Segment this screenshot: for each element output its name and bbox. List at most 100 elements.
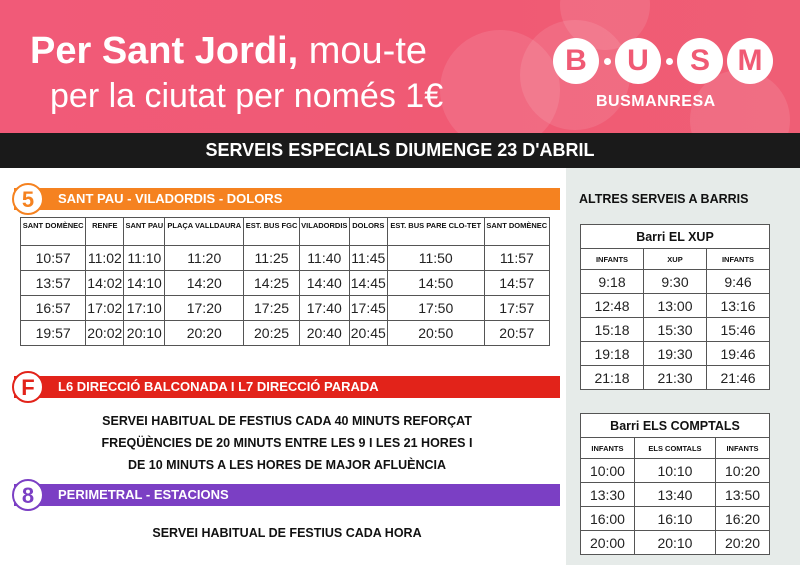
time-cell: 14:50 xyxy=(386,270,485,296)
time-cell: 21:46 xyxy=(706,365,770,390)
time-cell: 17:50 xyxy=(386,295,485,321)
time-cell: 20:20 xyxy=(715,530,770,555)
time-cell: 16:00 xyxy=(580,506,635,531)
time-cell: 20:02 xyxy=(85,320,125,346)
time-cell: 13:16 xyxy=(706,293,770,318)
logo-letter: U xyxy=(615,38,661,84)
table-row: 19:57 20:02 20:10 20:20 20:25 20:40 20:45 20:50… xyxy=(19,320,551,346)
table-row: 10:57 11:02 11:10 11:20 11:25 11:40 11:45 11:50… xyxy=(19,245,551,271)
table-header-row: SANT DOMÈNEC RENFE SANT PAU PLAÇA VALLDA… xyxy=(19,217,551,246)
time-cell: 16:57 xyxy=(19,295,87,321)
column-header: DOLORS xyxy=(348,217,388,246)
table-row: 13:30 13:40 13:50 xyxy=(580,482,770,507)
time-cell: 15:18 xyxy=(580,317,644,342)
time-cell: 14:02 xyxy=(85,270,125,296)
line-5-bar: 5 SANT PAU - VILADORDIS - DOLORS xyxy=(12,183,560,215)
time-cell: 17:40 xyxy=(298,295,350,321)
column-header: SANT DOMÈNEC xyxy=(19,217,87,246)
time-cell: 14:20 xyxy=(164,270,245,296)
logo-subtitle: BUSMANRESA xyxy=(596,93,716,110)
time-cell: 20:20 xyxy=(164,320,245,346)
time-cell: 13:57 xyxy=(19,270,87,296)
column-header: INFANTS xyxy=(580,248,644,270)
table-row: 19:18 19:30 19:46 xyxy=(580,341,770,366)
time-cell: 12:48 xyxy=(580,293,644,318)
time-cell: 16:10 xyxy=(633,506,717,531)
line-f-name: L6 DIRECCIÓ BALCONADA I L7 DIRECCIÓ PARA… xyxy=(58,379,379,394)
time-cell: 19:57 xyxy=(19,320,87,346)
line-8-name: PERIMETRAL - ESTACIONS xyxy=(58,487,229,502)
column-header: SANT DOMÈNEC xyxy=(483,217,551,246)
time-cell: 17:45 xyxy=(348,295,388,321)
time-cell: 20:10 xyxy=(633,530,717,555)
time-cell: 20:57 xyxy=(483,320,551,346)
table-row: 12:48 13:00 13:16 xyxy=(580,293,770,318)
logo-letter: S xyxy=(677,38,723,84)
column-header: PLAÇA VALLDAURA xyxy=(164,217,245,246)
time-cell: 15:30 xyxy=(643,317,707,342)
line-f-badge-icon: F xyxy=(12,371,44,403)
time-cell: 20:40 xyxy=(298,320,350,346)
table-header-row: INFANTS ELS COMTALS INFANTS xyxy=(580,437,770,459)
column-header: ELS COMTALS xyxy=(633,437,717,459)
logo-dot-icon xyxy=(666,58,673,65)
table-row: 21:18 21:30 21:46 xyxy=(580,365,770,390)
time-cell: 20:10 xyxy=(123,320,166,346)
column-header: INFANTS xyxy=(715,437,770,459)
table-row: 15:18 15:30 15:46 xyxy=(580,317,770,342)
time-cell: 17:10 xyxy=(123,295,166,321)
time-cell: 9:18 xyxy=(580,269,644,294)
time-cell: 11:02 xyxy=(85,245,125,271)
table-row: 20:00 20:10 20:20 xyxy=(580,530,770,555)
note-line: DE 10 MINUTS A LES HORES DE MAJOR AFLUÈN… xyxy=(127,458,447,472)
other-services-title: ALTRES SERVEIS A BARRIS xyxy=(579,192,749,206)
logo-dot-icon xyxy=(604,58,611,65)
time-cell: 20:00 xyxy=(580,530,635,555)
time-cell: 17:02 xyxy=(85,295,125,321)
time-cell: 13:30 xyxy=(580,482,635,507)
time-cell: 20:50 xyxy=(386,320,485,346)
time-cell: 17:25 xyxy=(243,295,300,321)
time-cell: 21:30 xyxy=(643,365,707,390)
column-header: SANT PAU xyxy=(123,217,166,246)
time-cell: 14:10 xyxy=(123,270,166,296)
time-cell: 11:10 xyxy=(123,245,166,271)
line-f-note: SERVEI HABITUAL DE FESTIUS CADA 40 MINUT… xyxy=(14,410,560,476)
time-cell: 13:40 xyxy=(633,482,717,507)
time-cell: 14:40 xyxy=(298,270,350,296)
column-header: INFANTS xyxy=(580,437,635,459)
xup-caption: Barri EL XUP xyxy=(580,224,770,249)
table-row: 10:00 10:10 10:20 xyxy=(580,458,770,483)
time-cell: 9:46 xyxy=(706,269,770,294)
line-8-bar: 8 PERIMETRAL - ESTACIONS xyxy=(12,479,560,511)
time-cell: 13:50 xyxy=(715,482,770,507)
line-5-badge-icon: 5 xyxy=(12,183,44,215)
table-header-row: INFANTS XUP INFANTS xyxy=(580,248,770,270)
comtals-caption: Barri ELS COMPTALS xyxy=(580,413,770,438)
table-row: 13:57 14:02 14:10 14:20 14:25 14:40 14:45 14:50… xyxy=(19,270,551,296)
time-cell: 17:57 xyxy=(483,295,551,321)
time-cell: 9:30 xyxy=(643,269,707,294)
time-cell: 14:25 xyxy=(243,270,300,296)
time-cell: 13:00 xyxy=(643,293,707,318)
time-cell: 19:46 xyxy=(706,341,770,366)
logo-letter: B xyxy=(553,38,599,84)
logo-letter: M xyxy=(727,38,773,84)
time-cell: 11:40 xyxy=(298,245,350,271)
time-cell: 10:00 xyxy=(580,458,635,483)
decorative-heart-icon xyxy=(440,30,560,133)
table-row: 16:00 16:10 16:20 xyxy=(580,506,770,531)
header-banner: Per Sant Jordi, mou-te per la ciutat per… xyxy=(0,0,800,133)
column-header: RENFE xyxy=(85,217,125,246)
line-8-note: SERVEI HABITUAL DE FESTIUS CADA HORA xyxy=(152,526,422,540)
line-f-bar: F L6 DIRECCIÓ BALCONADA I L7 DIRECCIÓ PA… xyxy=(12,371,560,403)
time-cell: 21:18 xyxy=(580,365,644,390)
time-cell: 14:45 xyxy=(348,270,388,296)
time-cell: 17:20 xyxy=(164,295,245,321)
time-cell: 11:25 xyxy=(243,245,300,271)
time-cell: 19:30 xyxy=(643,341,707,366)
time-cell: 20:45 xyxy=(348,320,388,346)
column-header: INFANTS xyxy=(706,248,770,270)
time-cell: 19:18 xyxy=(580,341,644,366)
busm-logo: B U S M xyxy=(553,38,773,86)
